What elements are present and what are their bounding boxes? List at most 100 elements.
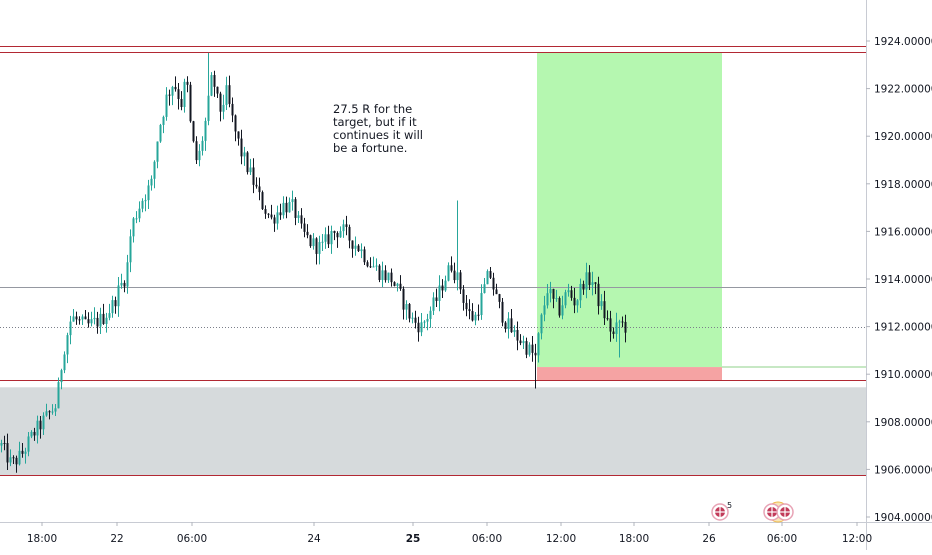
candle-body[interactable] <box>231 103 234 116</box>
candle-body[interactable] <box>585 272 588 290</box>
candle-body[interactable] <box>213 75 216 87</box>
candle-body[interactable] <box>408 304 411 319</box>
candle-body[interactable] <box>495 289 498 295</box>
candle-body[interactable] <box>237 131 240 139</box>
candle-body[interactable] <box>609 318 612 332</box>
candle-body[interactable] <box>132 218 135 237</box>
candle-body[interactable] <box>492 277 495 290</box>
candle-body[interactable] <box>102 313 105 324</box>
candle-body[interactable] <box>426 318 429 322</box>
candle-body[interactable] <box>243 152 246 157</box>
candle-body[interactable] <box>528 344 531 355</box>
candle-body[interactable] <box>30 431 33 437</box>
candle-body[interactable] <box>498 294 501 302</box>
candle-body[interactable] <box>582 283 585 290</box>
candle-body[interactable] <box>174 86 177 90</box>
candle-body[interactable] <box>318 242 321 254</box>
candle-body[interactable] <box>507 318 510 329</box>
candle-body[interactable] <box>90 319 93 324</box>
candle-body[interactable] <box>564 292 567 306</box>
candle-body[interactable] <box>6 443 9 463</box>
candle-body[interactable] <box>351 240 354 249</box>
candle-body[interactable] <box>21 450 24 454</box>
candle-body[interactable] <box>198 150 201 161</box>
candle-body[interactable] <box>210 75 213 96</box>
loss-zone[interactable] <box>537 367 722 381</box>
candle-body[interactable] <box>3 443 6 445</box>
candle-body[interactable] <box>168 94 171 96</box>
candle-body[interactable] <box>246 152 249 173</box>
candle-body[interactable] <box>444 280 447 291</box>
candle-body[interactable] <box>57 382 60 409</box>
candle-body[interactable] <box>84 316 87 320</box>
candle-body[interactable] <box>327 234 330 245</box>
candle-body[interactable] <box>324 234 327 242</box>
candle-body[interactable] <box>456 272 459 281</box>
candle-body[interactable] <box>78 319 81 321</box>
candle-body[interactable] <box>162 116 165 125</box>
candle-body[interactable] <box>36 420 39 436</box>
candle-body[interactable] <box>42 415 45 430</box>
candle-body[interactable] <box>543 305 546 315</box>
candle-body[interactable] <box>477 314 480 316</box>
candle-body[interactable] <box>414 317 417 323</box>
candle-body[interactable] <box>312 238 315 247</box>
candle-body[interactable] <box>555 298 558 300</box>
candle-body[interactable] <box>75 316 78 320</box>
candle-body[interactable] <box>552 288 555 299</box>
candle-body[interactable] <box>354 245 357 249</box>
candle-body[interactable] <box>51 411 54 413</box>
candle-body[interactable] <box>261 192 264 210</box>
candle-body[interactable] <box>594 282 597 284</box>
candle-body[interactable] <box>288 202 291 213</box>
candle-body[interactable] <box>252 167 255 185</box>
candle-body[interactable] <box>363 249 366 263</box>
candle-body[interactable] <box>147 185 150 201</box>
candle-body[interactable] <box>618 321 621 323</box>
candle-body[interactable] <box>87 319 90 324</box>
candle-body[interactable] <box>93 317 96 320</box>
candle-body[interactable] <box>99 313 102 327</box>
candle-body[interactable] <box>474 314 477 321</box>
candle-body[interactable] <box>342 224 345 232</box>
candle-body[interactable] <box>105 317 108 324</box>
candle-body[interactable] <box>66 335 69 355</box>
candle-body[interactable] <box>624 321 627 333</box>
candle-body[interactable] <box>165 94 168 117</box>
candle-body[interactable] <box>207 95 210 121</box>
candle-body[interactable] <box>366 262 369 267</box>
candle-body[interactable] <box>234 115 237 132</box>
candle-body[interactable] <box>393 282 396 286</box>
candle-body[interactable] <box>567 290 570 293</box>
profit-zone[interactable] <box>537 52 722 368</box>
candle-body[interactable] <box>573 297 576 306</box>
candle-body[interactable] <box>429 310 432 319</box>
candle-body[interactable] <box>285 202 288 213</box>
candle-body[interactable] <box>387 272 390 281</box>
candle-body[interactable] <box>195 141 198 161</box>
candle-body[interactable] <box>24 451 27 454</box>
candle-body[interactable] <box>150 178 153 186</box>
candle-body[interactable] <box>615 322 618 335</box>
candle-body[interactable] <box>438 285 441 301</box>
candle-body[interactable] <box>483 284 486 294</box>
candle-body[interactable] <box>336 232 339 238</box>
candle-body[interactable] <box>489 271 492 278</box>
candle-body[interactable] <box>330 230 333 245</box>
candle-body[interactable] <box>153 161 156 179</box>
candle-body[interactable] <box>276 212 279 224</box>
candle-body[interactable] <box>423 321 426 323</box>
candle-body[interactable] <box>189 84 192 122</box>
candle-body[interactable] <box>183 81 186 107</box>
candle-body[interactable] <box>534 352 537 356</box>
candle-body[interactable] <box>591 282 594 286</box>
candle-body[interactable] <box>468 309 471 312</box>
candle-body[interactable] <box>540 314 543 334</box>
candle-body[interactable] <box>360 249 363 252</box>
candle-body[interactable] <box>309 235 312 247</box>
candle-body[interactable] <box>333 230 336 233</box>
candle-body[interactable] <box>603 301 606 319</box>
candle-body[interactable] <box>120 282 123 286</box>
candle-body[interactable] <box>546 293 549 306</box>
